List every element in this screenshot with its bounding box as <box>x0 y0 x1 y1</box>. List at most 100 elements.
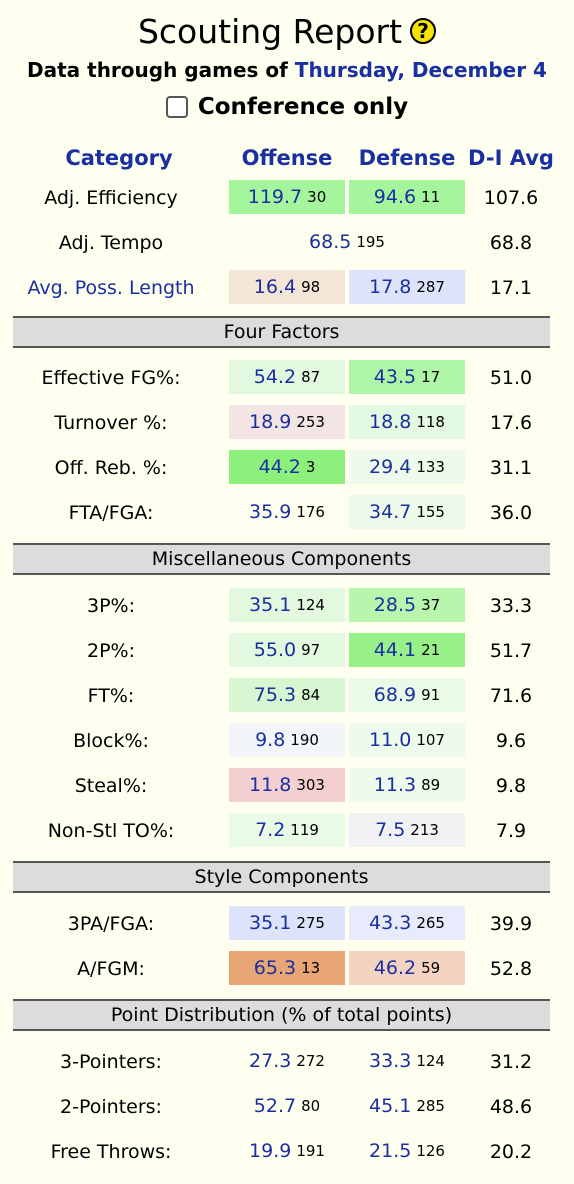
column-header-offense[interactable]: Offense <box>241 146 333 170</box>
offense-cell: 11.8 303 <box>229 768 345 802</box>
stat-value[interactable]: 16.4 <box>253 276 297 298</box>
offense-cell: 52.7 80 <box>229 1089 345 1123</box>
stat-value[interactable]: 55.0 <box>253 639 297 661</box>
stat-value[interactable]: 94.6 <box>373 186 417 208</box>
stat-rank: 303 <box>296 776 325 794</box>
stat-rank: 13 <box>301 959 321 977</box>
stat-row: Off. Reb. %: 44.2 3 29.4 133 31.1 <box>0 450 574 486</box>
stat-value[interactable]: 17.8 <box>369 276 412 298</box>
stat-value[interactable]: 11.3 <box>373 774 417 796</box>
defense-cell: 46.2 59 <box>349 951 465 985</box>
di-average: 17.6 <box>489 412 533 434</box>
stat-value[interactable]: 33.3 <box>369 1050 412 1072</box>
stat-rank: 190 <box>290 731 319 749</box>
stat-value[interactable]: 43.5 <box>373 366 417 388</box>
stat-value[interactable]: 52.7 <box>253 1095 297 1117</box>
stat-row: 2-Pointers: 52.7 80 45.1 285 48.6 <box>0 1089 574 1125</box>
stat-value[interactable]: 45.1 <box>369 1095 412 1117</box>
offense-cell: 9.8 190 <box>229 723 345 757</box>
defense-cell: 11.3 89 <box>349 768 465 802</box>
di-average: 9.6 <box>495 730 527 752</box>
di-average: 31.1 <box>489 457 533 479</box>
defense-cell: 29.4 133 <box>349 450 465 484</box>
stat-value[interactable]: 34.7 <box>369 501 412 523</box>
stat-rank: 59 <box>421 959 441 977</box>
help-icon[interactable]: ? <box>410 18 437 44</box>
stat-value[interactable]: 18.9 <box>249 411 292 433</box>
stat-value[interactable]: 119.7 <box>247 186 303 208</box>
conference-only-checkbox[interactable] <box>165 96 188 118</box>
column-header-category[interactable]: Category <box>65 146 173 170</box>
stat-rank: 30 <box>307 188 327 206</box>
stat-value[interactable]: 44.2 <box>258 456 301 478</box>
page-title-row: Scouting Report ? <box>0 10 574 52</box>
stat-value[interactable]: 18.8 <box>369 411 412 433</box>
defense-cell: 44.1 21 <box>349 633 465 667</box>
stat-value[interactable]: 68.9 <box>373 684 417 706</box>
offense-defense-combined-cell: 68.5 195 <box>229 225 465 259</box>
stat-label[interactable]: Avg. Poss. Length <box>27 277 195 299</box>
stat-rank: 37 <box>421 596 441 614</box>
stat-rank: 97 <box>301 641 321 659</box>
stat-label: Block%: <box>73 730 149 752</box>
stat-value[interactable]: 43.3 <box>369 912 412 934</box>
stat-value[interactable]: 68.5 <box>309 231 352 253</box>
offense-cell: 35.1 275 <box>229 906 345 940</box>
stat-value[interactable]: 28.5 <box>373 594 417 616</box>
column-header-row: Category Offense Defense D-I Avg <box>0 142 574 176</box>
defense-cell: 18.8 118 <box>349 405 465 439</box>
stat-value[interactable]: 11.8 <box>249 774 292 796</box>
stat-value[interactable]: 7.2 <box>255 819 286 841</box>
offense-cell: 35.1 124 <box>229 588 345 622</box>
stat-rank: 17 <box>421 368 441 386</box>
column-header-defense[interactable]: Defense <box>358 146 456 170</box>
di-average: 20.2 <box>489 1141 533 1163</box>
conference-only-toggle[interactable]: Conference only <box>0 92 574 122</box>
stat-value[interactable]: 9.8 <box>255 729 286 751</box>
stat-value[interactable]: 65.3 <box>253 957 297 979</box>
offense-cell: 65.3 13 <box>229 951 345 985</box>
stat-label: A/FGM: <box>77 958 145 980</box>
stat-value[interactable]: 11.0 <box>369 729 412 751</box>
di-average: 33.3 <box>489 595 533 617</box>
stat-value[interactable]: 44.1 <box>373 639 417 661</box>
page-title: Scouting Report <box>137 11 403 51</box>
stat-row: Adj. Tempo 68.5 195 68.8 <box>0 225 574 261</box>
stat-rank: 285 <box>416 1097 445 1115</box>
section-header-four-factors: Four Factors <box>13 316 550 348</box>
stat-value[interactable]: 7.5 <box>375 819 406 841</box>
defense-cell: 68.9 91 <box>349 678 465 712</box>
stat-value[interactable]: 19.9 <box>249 1140 292 1162</box>
di-average: 52.8 <box>489 958 533 980</box>
offense-cell: 16.4 98 <box>229 270 345 304</box>
stat-label: Off. Reb. %: <box>54 457 168 479</box>
column-header-avg[interactable]: D-I Avg <box>468 146 554 170</box>
stat-label: FTA/FGA: <box>68 502 154 524</box>
stat-value[interactable]: 75.3 <box>253 684 297 706</box>
stat-row: 3PA/FGA: 35.1 275 43.3 265 39.9 <box>0 906 574 942</box>
stat-rank: 124 <box>416 1052 445 1070</box>
stat-label: Non-Stl TO%: <box>47 820 175 842</box>
offense-cell: 18.9 253 <box>229 405 345 439</box>
stat-value[interactable]: 46.2 <box>373 957 417 979</box>
stat-value[interactable]: 21.5 <box>369 1140 412 1162</box>
stat-label: 3PA/FGA: <box>67 913 155 935</box>
stat-rank: 272 <box>296 1052 325 1070</box>
stat-label: Free Throws: <box>50 1141 172 1163</box>
stat-value[interactable]: 35.9 <box>249 501 292 523</box>
stat-rank: 155 <box>416 503 445 521</box>
section-header-style: Style Components <box>13 861 550 893</box>
stat-value[interactable]: 54.2 <box>253 366 297 388</box>
stat-row: Turnover %: 18.9 253 18.8 118 17.6 <box>0 405 574 441</box>
stat-value[interactable]: 27.3 <box>249 1050 292 1072</box>
stat-value[interactable]: 29.4 <box>369 456 412 478</box>
date-link[interactable]: Thursday, December 4 <box>294 58 547 82</box>
stat-row: FTA/FGA: 35.9 176 34.7 155 36.0 <box>0 495 574 531</box>
stat-value[interactable]: 35.1 <box>249 594 292 616</box>
section-header-points: Point Distribution (% of total points) <box>13 999 550 1031</box>
di-average: 51.7 <box>489 640 533 662</box>
stat-label: 3P%: <box>86 595 135 617</box>
stat-label: FT%: <box>87 685 135 707</box>
stat-label: Effective FG%: <box>41 367 181 389</box>
stat-value[interactable]: 35.1 <box>249 912 292 934</box>
